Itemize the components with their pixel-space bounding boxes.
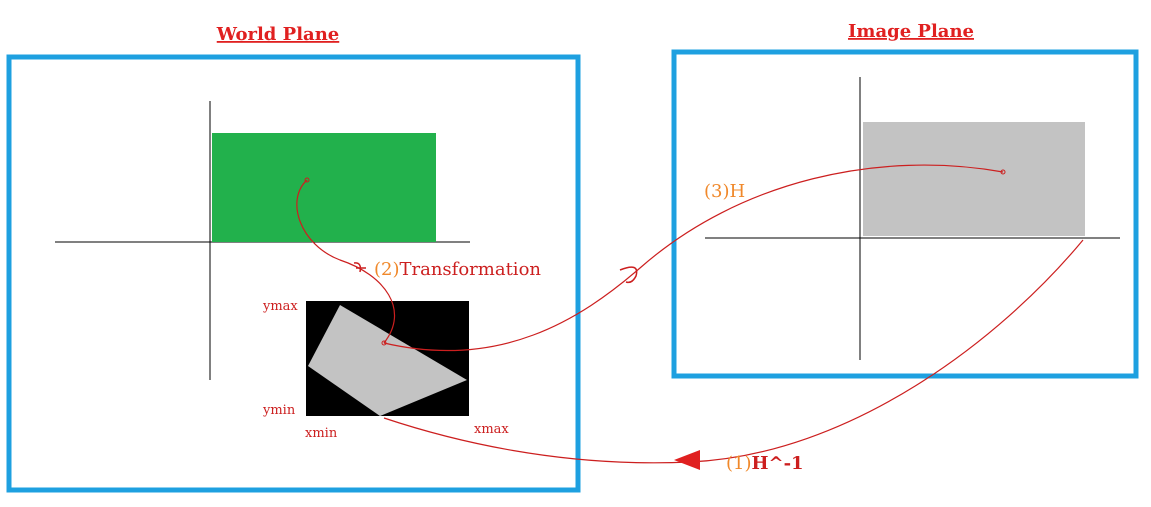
step-two-number: (2) [374,259,400,280]
warped-quadrilateral [308,305,467,416]
xmax-label: xmax [474,422,509,437]
inverse-homography-curve [383,239,1084,464]
transformation-arrow-icon [353,262,366,273]
world-plane-frame [6,54,581,493]
step-three-number: (3) [704,181,730,202]
homography-curve [383,164,1004,352]
world-green-rectangle [212,133,436,242]
image-plane-frame [671,49,1139,379]
gray-point-marker [1000,169,1006,175]
transformation-curve [296,179,396,344]
step-three-text: H [730,181,746,202]
step-three-label: (3)H [704,181,745,202]
image-gray-rectangle [863,122,1085,236]
inverse-arrowhead-icon [674,450,700,470]
xmin-label: xmin [305,426,338,441]
step-two-label: (2)Transformation [374,259,541,280]
homography-arrow-icon [619,266,638,284]
step-one-number: (1) [726,453,752,474]
step-two-text: Transformation [400,259,542,280]
step-one-label: (1)H^-1 [726,453,804,474]
step-one-text: H^-1 [752,453,804,474]
ymin-label: ymin [262,403,296,418]
image-plane-title: Image Plane [848,21,974,42]
green-point-marker [304,177,310,183]
world-plane-title: World Plane [216,24,340,45]
ymax-label: ymax [262,299,298,314]
